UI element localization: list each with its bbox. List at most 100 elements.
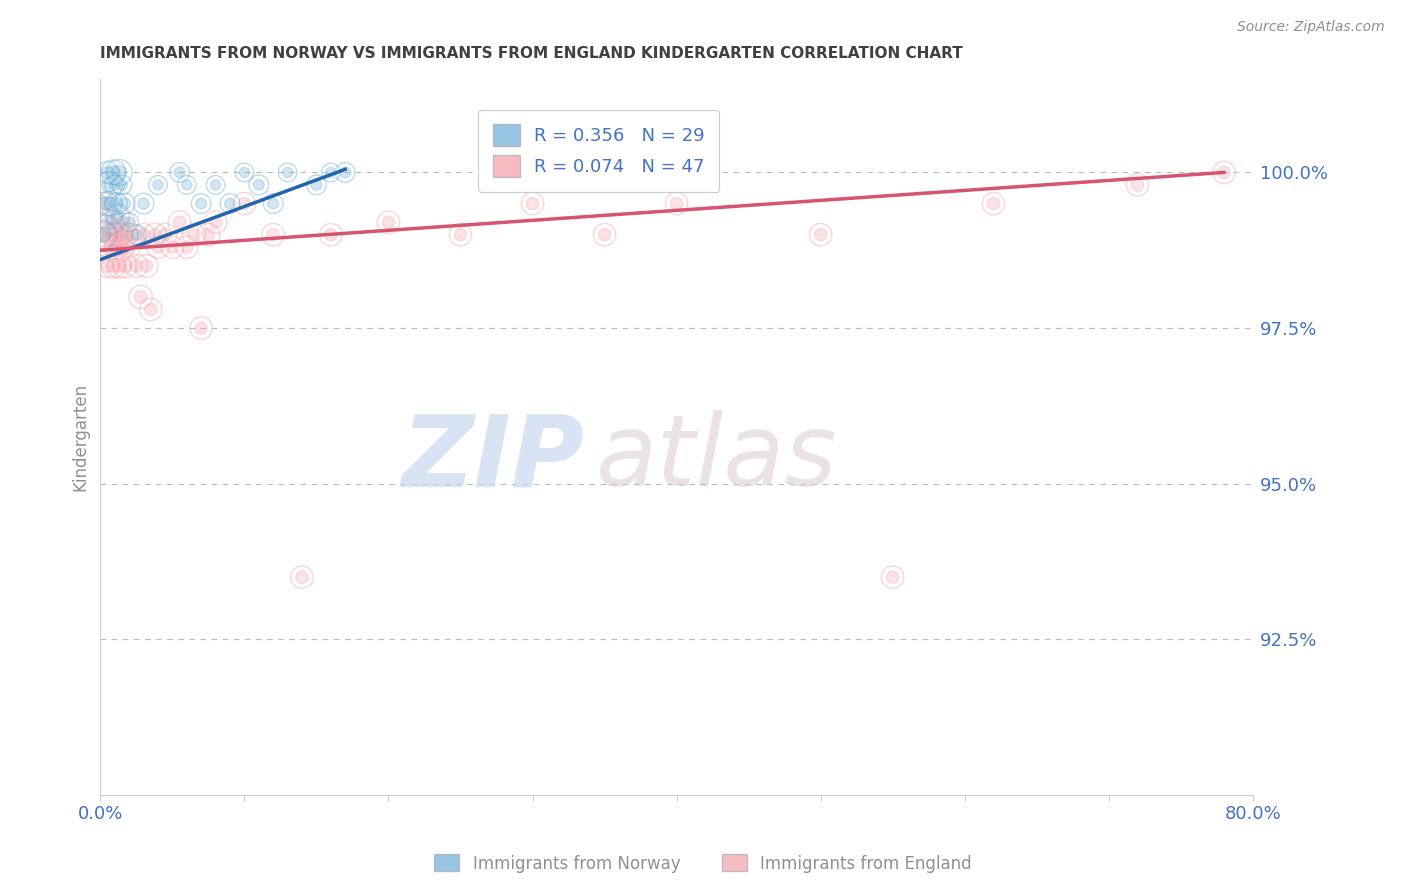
Point	[522, 196, 544, 211]
Text: ZIP: ZIP	[401, 410, 585, 507]
Point	[93, 227, 115, 242]
Point	[114, 196, 136, 211]
Point	[100, 240, 122, 254]
Point	[132, 196, 155, 211]
Point	[104, 227, 127, 242]
Point	[112, 215, 135, 229]
Point	[96, 165, 118, 179]
Point	[247, 178, 270, 192]
Point	[882, 570, 904, 584]
Point	[98, 178, 121, 192]
Point	[129, 290, 152, 304]
Point	[146, 240, 169, 254]
Point	[810, 227, 832, 242]
Point	[319, 165, 342, 179]
Point	[319, 165, 342, 179]
Point	[107, 209, 129, 223]
Point	[108, 259, 131, 273]
Point	[111, 178, 134, 192]
Point	[153, 227, 176, 242]
Point	[100, 196, 122, 211]
Point	[96, 259, 118, 273]
Point	[107, 227, 129, 242]
Point	[118, 240, 141, 254]
Point	[176, 178, 198, 192]
Point	[108, 165, 131, 179]
Point	[162, 240, 184, 254]
Point	[132, 227, 155, 242]
Point	[319, 227, 342, 242]
Point	[108, 259, 131, 273]
Point	[125, 227, 148, 242]
Point	[183, 227, 205, 242]
Point	[108, 165, 131, 179]
Point	[319, 227, 342, 242]
Point	[197, 227, 219, 242]
Point	[105, 240, 128, 254]
Point	[176, 178, 198, 192]
Point	[233, 165, 256, 179]
Point	[1213, 165, 1236, 179]
Point	[176, 240, 198, 254]
Point	[125, 227, 148, 242]
Point	[262, 227, 284, 242]
Point	[593, 227, 616, 242]
Point	[305, 178, 328, 192]
Point	[183, 227, 205, 242]
Point	[98, 178, 121, 192]
Point	[882, 570, 904, 584]
Point	[335, 165, 357, 179]
Point	[450, 227, 472, 242]
Point	[100, 240, 122, 254]
Point	[190, 321, 212, 335]
Point	[204, 215, 226, 229]
Point	[190, 321, 212, 335]
Point	[810, 227, 832, 242]
Point	[132, 196, 155, 211]
Point	[169, 165, 191, 179]
Legend: R = 0.356   N = 29, R = 0.074   N = 47: R = 0.356 N = 29, R = 0.074 N = 47	[478, 110, 720, 192]
Point	[277, 165, 299, 179]
Point	[112, 215, 135, 229]
Point	[101, 215, 124, 229]
Point	[305, 178, 328, 192]
Point	[143, 227, 166, 242]
Point	[291, 570, 314, 584]
Point	[94, 196, 117, 211]
Point	[450, 227, 472, 242]
Point	[291, 570, 314, 584]
Point	[104, 178, 127, 192]
Point	[377, 215, 399, 229]
Point	[114, 196, 136, 211]
Point	[593, 227, 616, 242]
Point	[1126, 178, 1149, 192]
Y-axis label: Kindergarten: Kindergarten	[72, 383, 89, 491]
Point	[197, 227, 219, 242]
Point	[233, 196, 256, 211]
Point	[121, 227, 143, 242]
Point	[96, 165, 118, 179]
Point	[105, 196, 128, 211]
Point	[115, 227, 138, 242]
Point	[103, 259, 125, 273]
Point	[262, 196, 284, 211]
Point	[111, 240, 134, 254]
Point	[103, 259, 125, 273]
Point	[135, 259, 157, 273]
Point	[121, 227, 143, 242]
Point	[115, 227, 138, 242]
Point	[110, 227, 132, 242]
Point	[132, 227, 155, 242]
Point	[169, 165, 191, 179]
Point	[101, 227, 124, 242]
Point	[335, 165, 357, 179]
Text: atlas: atlas	[596, 410, 838, 507]
Point	[219, 196, 242, 211]
Point	[98, 215, 121, 229]
Point	[96, 259, 118, 273]
Point	[129, 290, 152, 304]
Point	[125, 259, 148, 273]
Point	[105, 240, 128, 254]
Point	[190, 196, 212, 211]
Point	[93, 227, 115, 242]
